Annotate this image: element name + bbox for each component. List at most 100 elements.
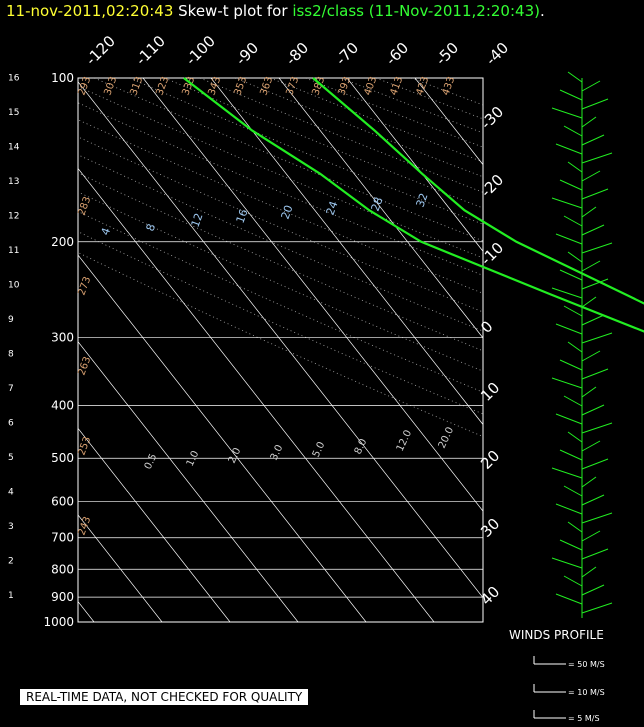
dry-adiabat <box>78 154 483 332</box>
wind-barb <box>551 107 583 119</box>
dry-adiabat-label: 273 <box>76 275 93 297</box>
moist-adiabat-label: 1.0 <box>185 449 202 468</box>
wind-barb <box>567 251 583 263</box>
wind-barb <box>559 359 583 371</box>
wind-barb <box>581 278 609 290</box>
isotherm-line <box>78 601 95 622</box>
isotherm-line <box>278 78 483 339</box>
height-km-label: 13 <box>8 177 19 187</box>
wind-barb <box>555 503 583 515</box>
temp-top-label: -50 <box>432 39 462 69</box>
wind-barb <box>581 458 609 470</box>
wind-barb <box>563 575 583 587</box>
height-km-label: 14 <box>8 143 20 153</box>
dry-adiabat-label: 263 <box>76 355 93 377</box>
pressure-tick-label: 700 <box>51 531 74 545</box>
wind-barb <box>559 539 583 551</box>
dry-adiabat-label: 393 <box>336 75 353 97</box>
wind-barb <box>581 134 605 146</box>
dry-adiabat <box>78 102 483 276</box>
plot-area <box>78 78 644 622</box>
wind-barb <box>581 602 613 614</box>
wind-barb <box>559 89 583 101</box>
temp-right-label: 40 <box>477 583 503 609</box>
mixing-ratio-label: 16 <box>234 207 251 225</box>
dry-adiabat <box>78 191 483 372</box>
dry-adiabat <box>340 78 483 134</box>
mixing-ratio-label: 8 <box>144 222 159 233</box>
height-km-label: 1 <box>8 591 14 601</box>
temp-right-label: -20 <box>477 171 507 201</box>
wind-barb <box>551 287 583 299</box>
wind-barb <box>559 269 583 281</box>
wind-barb <box>559 179 583 191</box>
isotherm-line <box>78 341 299 622</box>
dry-adiabat-label: 343 <box>206 75 223 97</box>
mixing-ratio-label: 32 <box>414 191 431 209</box>
wind-barb <box>581 224 605 236</box>
wind-barb <box>581 566 597 578</box>
height-km-label: 11 <box>8 246 19 256</box>
wind-barb <box>563 395 583 407</box>
pressure-tick-label: 100 <box>51 71 74 85</box>
wind-barb <box>581 314 605 326</box>
moist-adiabat-label: 5.0 <box>311 440 328 459</box>
wind-barb <box>567 341 583 353</box>
wind-key-5: = 5 M/S <box>568 714 600 723</box>
plot-frame <box>77 77 484 623</box>
temp-right-label: 20 <box>477 447 503 473</box>
dry-adiabat <box>410 78 483 106</box>
isotherm-line <box>78 254 367 622</box>
dry-adiabat <box>78 86 483 259</box>
wind-barb <box>555 143 583 155</box>
wind-barb <box>567 431 583 443</box>
wind-key-10: = 10 M/S <box>568 688 605 697</box>
wind-barb <box>581 386 597 398</box>
wind-barb <box>581 98 609 110</box>
title-end: . <box>539 2 545 20</box>
wind-barb <box>567 71 583 83</box>
dry-adiabat <box>78 119 483 294</box>
wind-barb <box>551 467 583 479</box>
title-source: iss2/class (11-Nov-2011,2:20:43) <box>292 2 540 20</box>
dry-adiabat-label: 353 <box>232 75 249 97</box>
pressure-tick-label: 300 <box>51 331 74 345</box>
pressure-tick-label: 600 <box>51 494 74 508</box>
wind-barb <box>555 593 583 605</box>
dry-adiabat-label: 283 <box>76 195 93 217</box>
wind-barb <box>581 188 609 200</box>
height-km-label: 12 <box>8 212 19 222</box>
wind-barb <box>555 233 583 245</box>
dry-adiabat-label: 313 <box>128 75 145 97</box>
isotherm-line <box>142 78 483 512</box>
wind-barb <box>581 530 601 542</box>
temp-right-label: -30 <box>477 103 507 133</box>
height-km-label: 5 <box>8 453 14 463</box>
dry-adiabat-label: 293 <box>76 75 93 97</box>
wind-barb <box>551 377 583 389</box>
dry-adiabat <box>78 252 483 437</box>
trace-temperature <box>312 77 644 305</box>
dry-adiabat <box>375 78 483 120</box>
height-km-label: 3 <box>8 522 14 532</box>
wind-barb <box>581 80 601 92</box>
title-mid: Skew-t plot for <box>173 2 293 20</box>
mixing-ratio-label: 12 <box>189 211 206 229</box>
wind-barb <box>581 404 605 416</box>
temp-top-label: -90 <box>232 39 262 69</box>
pressure-tick-label: 200 <box>51 235 74 249</box>
mixing-ratio-label: 20 <box>279 203 296 221</box>
pressure-tick-label: 800 <box>51 562 74 576</box>
plot-title: 11-nov-2011,02:20:43 Skew-t plot for iss… <box>6 2 545 20</box>
height-km-label: 6 <box>8 419 14 429</box>
wind-barb <box>563 305 583 317</box>
isotherm-line <box>619 78 644 622</box>
height-km-label: 9 <box>8 315 14 325</box>
wind-barb <box>555 323 583 335</box>
wind-barb <box>563 215 583 227</box>
dry-adiabat <box>199 78 483 193</box>
isotherm-line <box>210 78 483 426</box>
height-km-label: 4 <box>8 488 14 498</box>
dry-adiabat-label: 433 <box>440 75 457 97</box>
